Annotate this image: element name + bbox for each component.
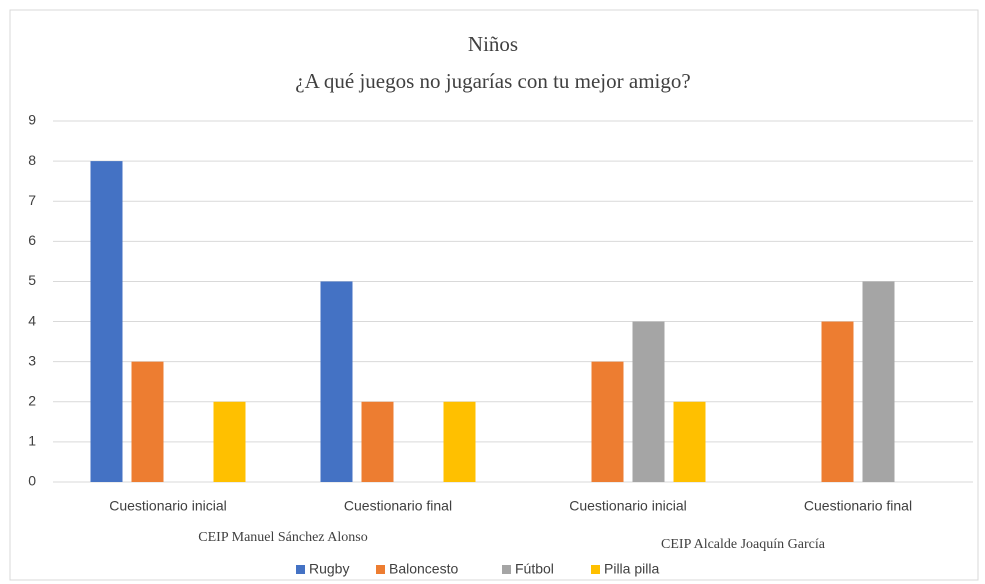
x-tick-label: Cuestionario inicial (569, 498, 687, 514)
bar (320, 281, 353, 482)
y-tick-label: 8 (28, 152, 36, 168)
bar (213, 401, 246, 482)
legend-swatch (502, 565, 511, 574)
bar (673, 401, 706, 482)
group-label: CEIP Alcalde Joaquín García (661, 537, 826, 552)
x-tick-label: Cuestionario final (344, 498, 452, 514)
bar (591, 361, 624, 482)
chart-title: Niños (468, 32, 518, 56)
y-tick-label: 5 (28, 272, 36, 288)
chart-border (9, 9, 979, 581)
y-tick-label: 3 (28, 352, 36, 368)
y-tick-label: 1 (28, 433, 36, 449)
y-tick-label: 6 (28, 232, 36, 248)
bar (131, 361, 164, 482)
legend-swatch (296, 565, 305, 574)
y-tick-label: 2 (28, 392, 36, 408)
legend-label: Fútbol (515, 561, 554, 577)
x-tick-label: Cuestionario inicial (109, 498, 227, 514)
y-tick-label: 7 (28, 192, 36, 208)
bar (821, 321, 854, 482)
bar (862, 281, 895, 482)
bar (361, 401, 394, 482)
legend-label: Pilla pilla (604, 561, 659, 577)
bar (90, 161, 123, 482)
y-tick-label: 0 (28, 473, 36, 489)
legend-swatch (591, 565, 600, 574)
legend-label: Baloncesto (389, 561, 458, 577)
x-tick-label: Cuestionario final (804, 498, 912, 514)
group-label: CEIP Manuel Sánchez Alonso (198, 530, 367, 545)
legend-label: Rugby (309, 561, 349, 577)
bar (443, 401, 476, 482)
y-tick-label: 4 (28, 312, 36, 328)
bar (632, 321, 665, 482)
y-tick-label: 9 (28, 112, 36, 128)
legend-swatch (376, 565, 385, 574)
chart-subtitle: ¿A qué juegos no jugarías con tu mejor a… (295, 69, 690, 93)
